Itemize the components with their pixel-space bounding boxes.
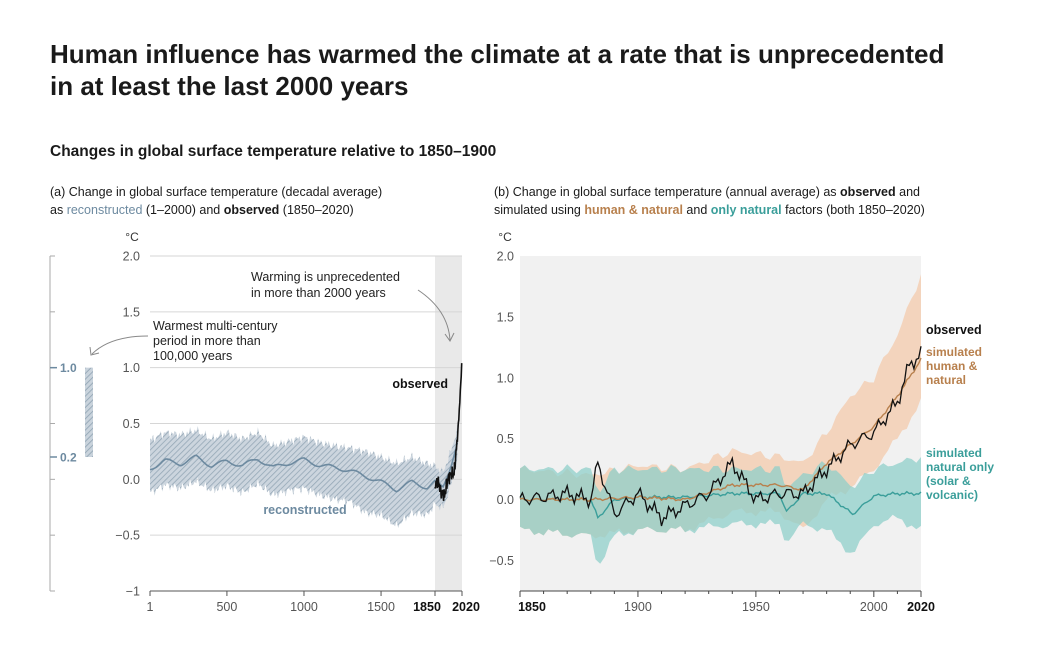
y-tick-label: −1 <box>126 585 140 599</box>
caption-reconstructed: reconstructed <box>66 203 143 217</box>
human-natural-label-line-2: human & <box>926 359 978 373</box>
panel-b-caption-line-1: (b) Change in global surface temperature… <box>494 183 925 201</box>
y-tick-label: 0.5 <box>123 417 140 431</box>
y-tick-label: 1.0 <box>497 371 514 385</box>
side-bar-top-label: 1.0 <box>60 361 77 375</box>
x-tick-label: 500 <box>216 600 237 614</box>
x-tick-label-bold: 2020 <box>452 600 480 614</box>
y-unit-label: °C <box>498 230 512 244</box>
annotation-warmest-line-3: 100,000 years <box>153 349 232 363</box>
human-natural-label-line-1: simulated <box>926 345 982 359</box>
x-tick-label: 1950 <box>742 600 770 614</box>
y-tick-label: 1.5 <box>497 310 514 324</box>
caption-text: as <box>50 203 67 217</box>
annotation-warmest-line-1: Warmest multi-century <box>153 319 278 333</box>
panel-a-labels: observed reconstructed Warming is unpreced… <box>89 270 455 517</box>
caption-text: factors (both 1850–2020) <box>781 203 925 217</box>
arrow-head-icon <box>444 332 455 342</box>
x-tick-label: 1500 <box>367 600 395 614</box>
side-bar-bottom-label: 0.2 <box>60 451 77 465</box>
caption-text: (1850–2020) <box>279 203 354 217</box>
main-title: Human influence has warmed the climate a… <box>50 38 1010 102</box>
y-tick-label: 2.0 <box>497 250 514 264</box>
human-natural-label-line-3: natural <box>926 373 966 387</box>
panel-a-caption: (a) Change in global surface temperature… <box>50 183 382 219</box>
y-tick-label: 0.0 <box>497 493 514 507</box>
annotation-arrow-warmest <box>91 335 149 355</box>
annotation-unprecedented-line-2: in more than 2000 years <box>251 286 386 300</box>
annotation-arrow-unprecedented <box>417 289 451 341</box>
panel-b-caption-line-2: simulated using human & natural and only… <box>494 201 925 219</box>
x-tick-label-bold: 1850 <box>518 600 546 614</box>
reconstructed-label: reconstructed <box>263 503 346 517</box>
panel-a-marks <box>149 363 463 528</box>
observed-line <box>434 363 463 501</box>
x-tick-label-bold: 2020 <box>907 600 935 614</box>
caption-text: simulated using <box>494 203 585 217</box>
main-title-line-2: in at least the last 2000 years <box>50 71 409 101</box>
caption-text: and <box>682 203 711 217</box>
x-tick-label-bold: 1850 <box>413 600 441 614</box>
x-tick-label: 1 <box>147 600 154 614</box>
annotation-warmest-line-2: period in more than <box>153 334 261 348</box>
caption-observed: observed <box>223 203 280 217</box>
subtitle: Changes in global surface temperature re… <box>50 143 497 160</box>
arrow-head-icon <box>89 346 100 356</box>
reconstructed-band <box>150 423 458 528</box>
panel-a-caption-line-1: (a) Change in global surface temperature… <box>50 185 383 199</box>
panel-b-caption: (b) Change in global surface temperature… <box>494 183 925 219</box>
caption-text: (b) Change in global surface temperature… <box>494 185 841 199</box>
panel-a-caption-line-2: as reconstructed (1–2000) and observed (… <box>50 201 382 219</box>
y-tick-label: −0.5 <box>489 554 514 568</box>
y-tick-label: 2.0 <box>123 250 140 264</box>
caption-text: (1–2000) and <box>142 203 224 217</box>
y-tick-label: 1.0 <box>123 361 140 375</box>
observed-line <box>519 346 922 527</box>
natural-only-label-line-4: volcanic) <box>926 488 978 502</box>
x-tick-label: 1900 <box>624 600 652 614</box>
y-tick-label: −0.5 <box>115 529 140 543</box>
y-tick-label: 0.5 <box>497 432 514 446</box>
natural-only-band <box>520 457 921 564</box>
natural-only-label-line-1: simulated <box>926 446 982 460</box>
x-tick-label: 2000 <box>860 600 888 614</box>
natural-only-label-line-2: natural only <box>926 460 994 474</box>
natural-only-label-line-3: (solar & <box>926 474 971 488</box>
caption-observed: observed <box>840 185 896 199</box>
observed-label: observed <box>926 323 982 337</box>
caption-text: and <box>895 185 920 199</box>
reconstructed-line <box>149 442 459 493</box>
warmest-period-range-bar <box>85 367 93 457</box>
caption-only-natural: only natural <box>710 203 782 217</box>
y-unit-label: °C <box>125 230 139 244</box>
caption-human-natural: human & natural <box>584 203 683 217</box>
main-title-line-1: Human influence has warmed the climate a… <box>50 39 945 69</box>
panel-b-marks <box>519 274 922 564</box>
y-tick-label: 0.0 <box>123 473 140 487</box>
annotation-unprecedented-line-1: Warming is unprecedented <box>251 270 400 284</box>
x-tick-label: 1000 <box>290 600 318 614</box>
observed-label: observed <box>392 377 448 391</box>
panel-a-side-axis: 1.0 0.2 <box>49 255 93 592</box>
y-tick-label: 1.5 <box>123 305 140 319</box>
